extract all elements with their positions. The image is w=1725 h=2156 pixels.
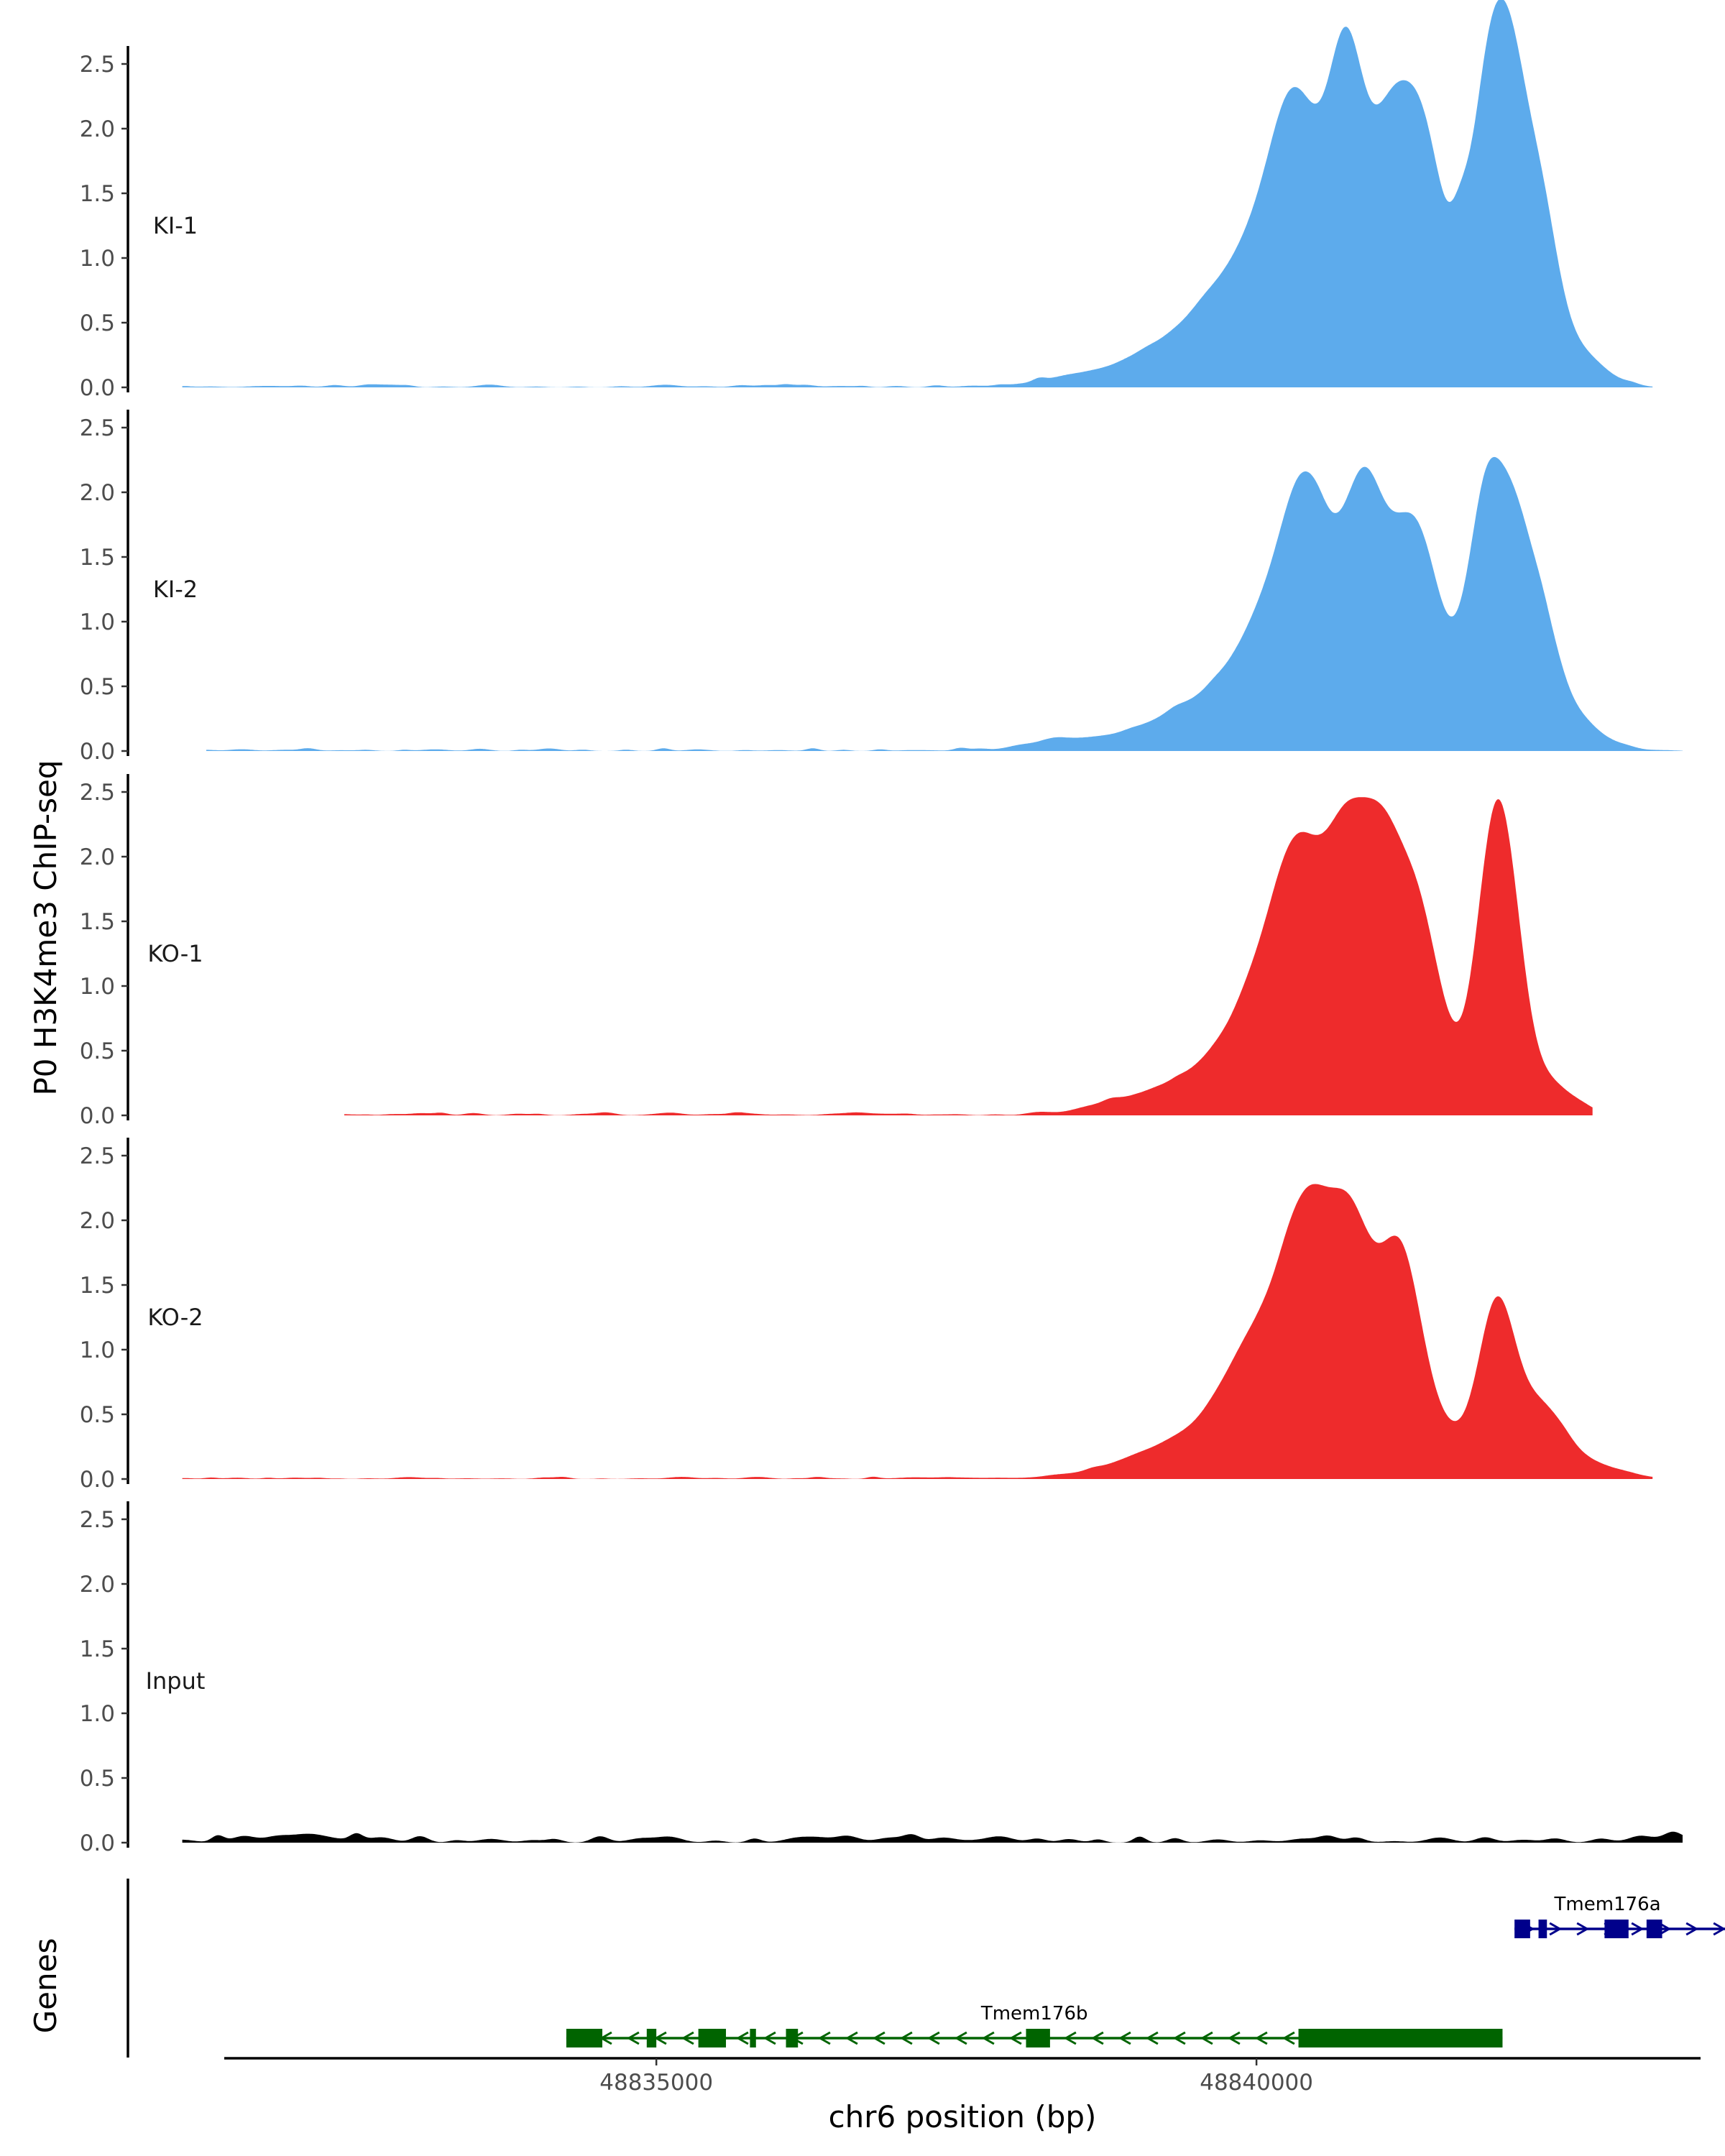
strand-arrow: [681, 2031, 694, 2045]
strand-arrow: [1227, 2031, 1241, 2045]
strand-arrow: [1713, 1922, 1725, 1936]
y-tick-label: 2.0: [80, 116, 115, 142]
strand-arrow: [954, 2031, 967, 2045]
y-tick-label: 1.0: [80, 974, 115, 1000]
strand-arrow: [1254, 2031, 1268, 2045]
exon: [1604, 1920, 1629, 1938]
y-tick-label: 0.0: [80, 1830, 115, 1856]
exon: [1298, 2029, 1503, 2047]
strand-arrow: [1685, 1922, 1699, 1936]
y-tick-label: 2.5: [80, 1143, 115, 1169]
track-label: KO-2: [147, 1304, 203, 1331]
strand-arrow: [763, 2031, 776, 2045]
strand-arrow: [735, 2031, 749, 2045]
y-tick-label: 0.0: [80, 1103, 115, 1129]
exon: [698, 2029, 727, 2047]
exon: [566, 2029, 603, 2047]
track-label: KI-1: [153, 212, 198, 239]
y-axis-title: P0 H3K4me3 ChIP-seq: [28, 760, 63, 1095]
y-tick-label: 1.0: [80, 1337, 115, 1363]
exon: [750, 2029, 756, 2047]
track-ko-1: 0.0 0.5 1.0 1.5 2.0 2.5 KO-1: [80, 774, 1593, 1129]
x-tick-label: 48835000: [599, 2070, 713, 2096]
exon: [1538, 1920, 1547, 1938]
exon: [646, 2029, 657, 2047]
track-label: KI-2: [153, 576, 198, 603]
y-tick-label: 2.0: [80, 1572, 115, 1598]
exon: [1646, 1920, 1662, 1938]
y-tick-label: 2.5: [80, 52, 115, 78]
exon: [1514, 1920, 1530, 1938]
strand-arrow: [981, 2031, 995, 2045]
track-ki-1: 0.0 0.5 1.0 1.5 2.0 2.5 KI-1: [80, 0, 1653, 401]
x-axis-title: chr6 position (bp): [829, 2099, 1097, 2134]
y-tick-label: 1.5: [80, 909, 115, 935]
y-tick-label: 0.0: [80, 739, 115, 765]
y-tick-label: 1.5: [80, 1273, 115, 1299]
strand-arrow: [1576, 1922, 1590, 1936]
y-tick-label: 0.5: [80, 1766, 115, 1792]
y-tick-label: 2.0: [80, 480, 115, 506]
strand-arrow: [626, 2031, 640, 2045]
track-input: 0.0 0.5 1.0 1.5 2.0 2.5 Input: [80, 1501, 1683, 1856]
track-ko-2: 0.0 0.5 1.0 1.5 2.0 2.5 KO-2: [80, 1138, 1653, 1493]
y-tick-label: 0.5: [80, 1402, 115, 1428]
y-tick-label: 1.0: [80, 1701, 115, 1727]
strand-arrow: [1063, 2031, 1077, 2045]
y-tick-label: 0.5: [80, 310, 115, 336]
genes-panel: 48835000 48840000 Tmem176b Tmem176a: [126, 1879, 1725, 2096]
signal-area-ko-2: [182, 1184, 1653, 1479]
y-tick-label: 2.5: [80, 1507, 115, 1533]
signal-area-ki-2: [206, 456, 1683, 751]
y-tick-label: 1.0: [80, 609, 115, 635]
strand-arrow: [926, 2031, 940, 2045]
y-tick-label: 2.0: [80, 1208, 115, 1234]
strand-arrow: [1200, 2031, 1213, 2045]
exon: [786, 2029, 799, 2047]
strand-arrow: [1631, 1922, 1644, 1936]
exon: [1026, 2029, 1050, 2047]
strand-arrow: [817, 2031, 831, 2045]
y-tick-label: 0.5: [80, 1038, 115, 1064]
strand-arrow: [1090, 2031, 1104, 2045]
strand-arrow: [845, 2031, 858, 2045]
strand-arrow: [1118, 2031, 1131, 2045]
strand-arrow: [1282, 2031, 1295, 2045]
y-tick-label: 2.5: [80, 415, 115, 441]
gene-tmem176b: Tmem176b: [566, 2003, 1503, 2047]
strand-arrow: [1172, 2031, 1186, 2045]
gene-tmem176a: Tmem176a: [1514, 1894, 1725, 1938]
signal-area-ko-1: [344, 797, 1593, 1115]
strand-arrow: [872, 2031, 886, 2045]
y-tick-label: 2.5: [80, 780, 115, 806]
signal-area-ki-1: [182, 0, 1653, 387]
genes-panel-title: Genes: [28, 1938, 63, 2034]
y-tick-label: 2.0: [80, 844, 115, 870]
signal-area-input: [182, 1831, 1683, 1843]
y-tick-label: 1.5: [80, 545, 115, 571]
y-tick-label: 1.5: [80, 181, 115, 207]
gene-name-label: Tmem176b: [980, 2003, 1088, 2024]
track-label: KO-1: [147, 940, 203, 967]
y-tick-label: 0.0: [80, 1467, 115, 1493]
strand-arrow: [1658, 1922, 1672, 1936]
x-tick-label: 48840000: [1200, 2070, 1313, 2096]
track-ki-2: 0.0 0.5 1.0 1.5 2.0 2.5 KI-2: [80, 410, 1683, 765]
tracks-layer: 0.0 0.5 1.0 1.5 2.0 2.5 KI-1 0.0 0.5 1.0 1.5 2.0 2.5…: [80, 0, 1683, 1856]
track-label: Input: [146, 1667, 206, 1695]
y-tick-label: 1.0: [80, 246, 115, 272]
strand-arrow: [1008, 2031, 1022, 2045]
y-tick-label: 0.5: [80, 674, 115, 700]
y-tick-label: 0.0: [80, 375, 115, 401]
y-tick-label: 1.5: [80, 1636, 115, 1662]
strand-arrow: [899, 2031, 913, 2045]
strand-arrow: [1549, 1922, 1563, 1936]
gene-name-label: Tmem176a: [1554, 1894, 1661, 1915]
strand-arrow: [1145, 2031, 1159, 2045]
